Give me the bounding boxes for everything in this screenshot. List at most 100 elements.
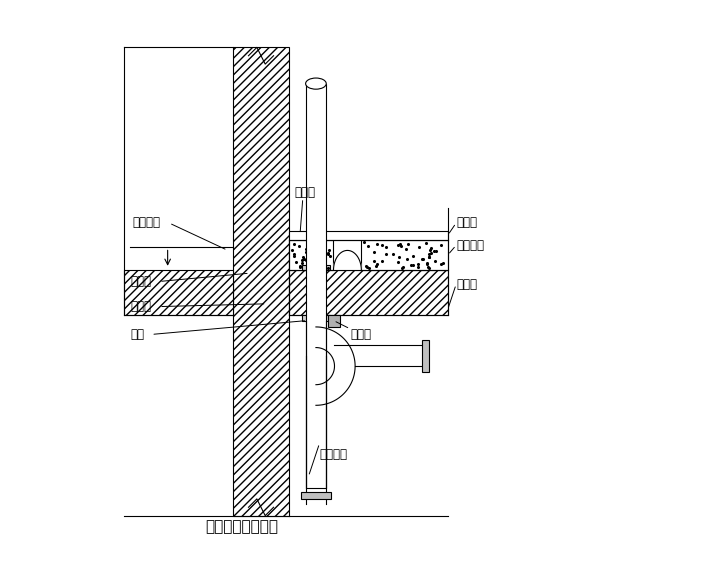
Point	[308, 256, 319, 265]
Point	[397, 262, 408, 271]
Point	[377, 241, 388, 250]
Text: 砼框边: 砼框边	[130, 275, 151, 288]
Ellipse shape	[306, 78, 326, 89]
Text: 排水立管: 排水立管	[320, 448, 347, 461]
Point	[424, 253, 435, 262]
Point	[422, 263, 433, 272]
Point	[424, 249, 435, 258]
Point	[304, 251, 316, 260]
Point	[312, 242, 323, 251]
Point	[297, 259, 308, 268]
Text: 大便器: 大便器	[294, 186, 316, 199]
Point	[423, 263, 434, 272]
Point	[306, 253, 317, 262]
Bar	[328, 315, 340, 327]
Point	[288, 240, 299, 249]
Point	[298, 254, 309, 263]
Point	[392, 240, 403, 249]
Text: 排水管防水构造图: 排水管防水构造图	[205, 519, 278, 534]
Point	[307, 245, 318, 254]
Polygon shape	[316, 327, 355, 405]
Point	[387, 250, 398, 259]
Point	[412, 263, 424, 272]
Point	[402, 239, 414, 248]
Point	[421, 259, 433, 268]
Point	[323, 250, 334, 259]
Point	[371, 259, 383, 268]
Text: 防水层: 防水层	[456, 278, 477, 291]
Point	[438, 259, 449, 268]
Point	[287, 245, 298, 254]
Point	[316, 239, 327, 248]
Point	[297, 253, 309, 262]
Point	[306, 244, 317, 253]
Point	[294, 242, 305, 251]
Point	[309, 239, 321, 248]
Point	[294, 261, 305, 270]
Point	[430, 256, 441, 265]
Bar	[289, 240, 333, 270]
Point	[314, 254, 325, 263]
Point	[424, 245, 436, 254]
Point	[420, 239, 431, 248]
Point	[412, 260, 423, 269]
Point	[407, 260, 419, 269]
Point	[364, 263, 375, 272]
Point	[318, 252, 329, 261]
Point	[294, 262, 306, 271]
Point	[322, 248, 333, 257]
Point	[313, 253, 324, 262]
Point	[301, 247, 312, 256]
Point	[291, 257, 302, 266]
Point	[369, 248, 380, 257]
Point	[370, 262, 381, 271]
Point	[395, 240, 406, 249]
Point	[413, 243, 424, 252]
Polygon shape	[333, 251, 361, 270]
Bar	[422, 340, 429, 372]
Point	[435, 260, 446, 269]
Point	[300, 244, 311, 253]
Bar	[233, 47, 289, 516]
Bar	[361, 240, 448, 270]
Text: 室内地面: 室内地面	[133, 216, 161, 230]
Point	[304, 252, 316, 261]
Text: 套管: 套管	[130, 328, 144, 341]
Bar	[306, 84, 326, 488]
Point	[362, 242, 373, 251]
Point	[435, 241, 446, 250]
Point	[316, 260, 328, 269]
Point	[289, 252, 300, 261]
Bar	[124, 270, 233, 315]
Point	[395, 242, 407, 251]
Bar	[289, 270, 448, 315]
Text: 细石砼: 细石砼	[130, 300, 151, 313]
Point	[425, 248, 436, 257]
Point	[376, 256, 388, 265]
Point	[309, 255, 320, 264]
Point	[405, 261, 417, 270]
Point	[317, 254, 328, 263]
Point	[325, 252, 336, 261]
Point	[301, 256, 312, 265]
Text: 止水条: 止水条	[350, 328, 371, 341]
Point	[303, 247, 314, 256]
Point	[297, 256, 308, 265]
Point	[428, 246, 439, 255]
Point	[402, 254, 413, 263]
Point	[393, 252, 405, 261]
Point	[396, 263, 407, 272]
Point	[393, 257, 404, 266]
Bar	[289, 231, 448, 240]
Point	[426, 243, 437, 252]
Bar	[301, 492, 330, 499]
Point	[323, 245, 335, 254]
Point	[423, 252, 434, 261]
Point	[322, 263, 333, 272]
Point	[431, 246, 442, 255]
Point	[319, 251, 330, 260]
Point	[381, 243, 392, 252]
Point	[421, 258, 433, 267]
Point	[401, 245, 412, 254]
Point	[306, 238, 318, 247]
